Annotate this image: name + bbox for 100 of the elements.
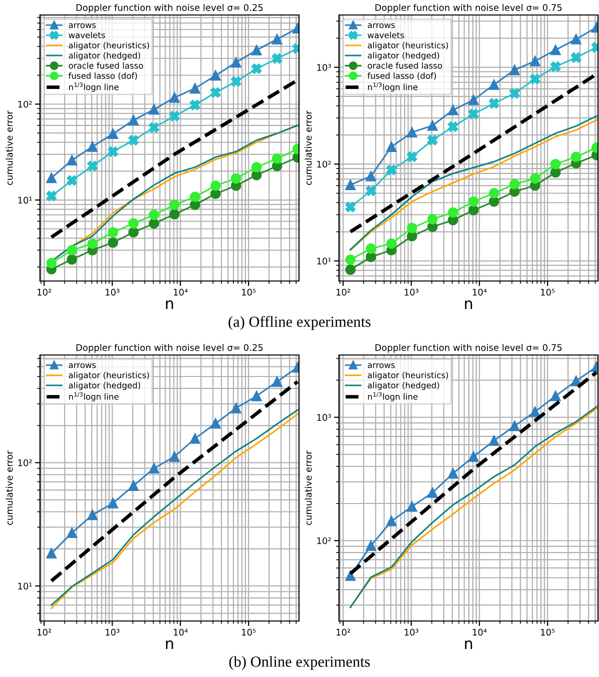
x-tick-label: 10⁵ (540, 628, 555, 636)
legend-label: aligator (heuristics) (68, 372, 149, 380)
y-tick-label: 10² (18, 100, 32, 108)
x-axis-title: n (166, 640, 174, 649)
point (66, 254, 78, 265)
legend-label: aligator (hedged) (368, 382, 440, 390)
point (108, 237, 118, 248)
point (230, 173, 242, 184)
point (366, 170, 376, 182)
legend-label: aligator (heuristics) (68, 42, 149, 50)
point (530, 173, 540, 184)
x-tick-label: 10² (38, 628, 52, 636)
y-axis-title: cumulative error (304, 110, 312, 185)
legend-label: arrows (368, 363, 395, 368)
point (251, 162, 262, 172)
point (190, 83, 200, 94)
point (345, 254, 356, 265)
text: (a) Offline experiments (228, 316, 370, 330)
x-tick-label: 10⁴ (174, 628, 188, 636)
x-tick-label: 10⁴ (472, 288, 487, 296)
point (66, 175, 78, 186)
legend-label: aligator (heuristics) (368, 42, 448, 50)
point (251, 390, 262, 402)
point (468, 108, 479, 120)
point (550, 167, 561, 178)
point (46, 172, 57, 184)
point (87, 160, 98, 172)
point (448, 104, 458, 116)
point (272, 376, 282, 387)
point (210, 70, 221, 81)
point (148, 463, 160, 474)
point (230, 402, 242, 414)
point (46, 190, 57, 202)
legend-label: wavelets (68, 32, 105, 38)
point (210, 180, 221, 191)
point (108, 128, 118, 140)
x-axis-title: n (465, 640, 472, 649)
point (272, 53, 282, 64)
legend-label: fused lasso (dof) (68, 72, 137, 80)
chart-title: Doppler function with noise level σ= 0.75 (375, 344, 562, 353)
point (386, 516, 397, 526)
point (210, 87, 221, 98)
point (108, 498, 118, 508)
x-tick-label: 10³ (404, 288, 418, 296)
point (406, 152, 418, 162)
legend-label: n$^{1/3}$logn line (69, 82, 119, 92)
point (190, 100, 200, 110)
point (251, 64, 262, 74)
point (230, 57, 242, 68)
point (108, 146, 118, 157)
point (468, 204, 479, 216)
point (345, 180, 356, 190)
y-tick-label: 10³ (317, 64, 331, 71)
legend-label: aligator (hedged) (68, 52, 140, 60)
point (468, 451, 479, 462)
point (427, 487, 438, 498)
point (66, 244, 78, 256)
y-tick-label: 10¹ (18, 196, 32, 204)
x-tick-label: 10⁵ (242, 288, 256, 296)
y-tick-label: 10¹ (18, 582, 32, 590)
point (366, 186, 376, 196)
point (108, 227, 118, 238)
text: (b) Online experiments (229, 656, 370, 670)
point (169, 200, 180, 210)
point (345, 202, 356, 212)
point (190, 192, 200, 202)
point (386, 164, 397, 176)
point (448, 122, 458, 132)
point (550, 158, 561, 170)
point (530, 74, 540, 84)
legend-label: wavelets (368, 32, 404, 38)
y-tick-label: 10² (317, 160, 331, 168)
y-axis-title: cumulative error (6, 450, 13, 525)
point (190, 433, 200, 444)
point (345, 264, 356, 275)
point (488, 188, 500, 198)
point (448, 468, 458, 479)
point (169, 110, 180, 122)
point (530, 406, 540, 417)
point (366, 243, 376, 254)
legend-label: arrows (68, 23, 96, 28)
point (87, 238, 98, 249)
point (427, 214, 438, 224)
y-tick-label: 10² (317, 537, 331, 544)
point (468, 196, 479, 207)
point (570, 52, 582, 63)
point (366, 252, 376, 262)
chart-title: Doppler function with noise level σ= 0.75 (375, 4, 562, 13)
point (210, 418, 221, 429)
x-tick-label: 10⁴ (174, 288, 188, 296)
x-tick-label: 10³ (404, 628, 418, 636)
point (488, 79, 500, 90)
legend-label: aligator (hedged) (68, 382, 140, 390)
legend-label: aligator (hedged) (368, 52, 440, 60)
point (87, 510, 98, 520)
point (128, 135, 139, 146)
point (509, 88, 520, 99)
point (148, 210, 160, 220)
point (570, 34, 582, 44)
point (550, 61, 561, 72)
